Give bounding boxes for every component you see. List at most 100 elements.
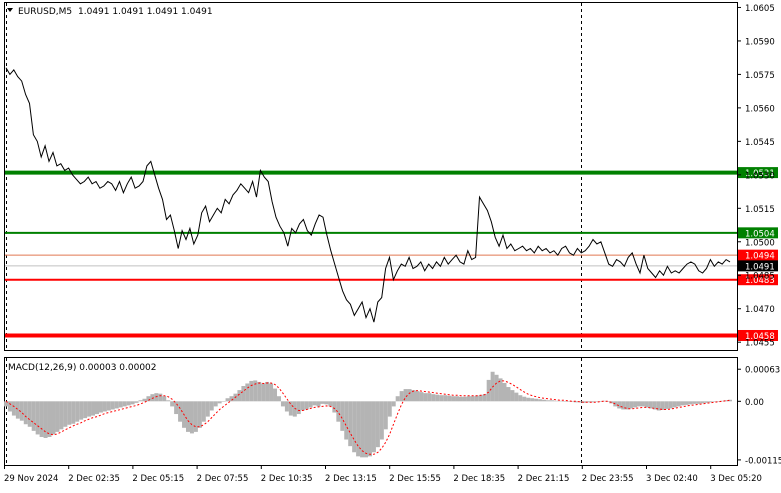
- price-tick-label: 1.0590: [745, 37, 775, 47]
- macd-histogram-bar: [482, 394, 487, 402]
- macd-histogram-bar: [304, 401, 309, 410]
- price-tick-label: 1.0470: [745, 305, 775, 315]
- level-label: 1.0531: [745, 169, 775, 179]
- axis-layer: 1.06051.05901.05751.05601.05451.05301.05…: [4, 4, 781, 484]
- macd-histogram-bar: [629, 401, 634, 409]
- macd-histogram-bar: [23, 401, 28, 425]
- macd-histogram-bar: [324, 401, 329, 405]
- macd-histogram-bar: [118, 401, 123, 408]
- macd-histogram-bar: [439, 395, 444, 402]
- macd-histogram-bar: [288, 401, 293, 416]
- macd-histogram-bar: [411, 390, 416, 402]
- macd-histogram-bar: [142, 398, 147, 402]
- macd-histogram-bar: [257, 381, 262, 402]
- macd-histogram-bar: [455, 396, 460, 402]
- macd-histogram-bar: [273, 388, 278, 402]
- macd-histogram-bar: [98, 401, 103, 413]
- macd-histogram-bar: [621, 401, 626, 410]
- macd-histogram-bar: [383, 401, 388, 430]
- price-tick-label: 1.0455: [745, 339, 775, 349]
- macd-histogram-bar: [19, 401, 24, 421]
- macd-histogram-bar: [245, 383, 250, 402]
- time-tick-label: 2 Dec 18:35: [453, 474, 505, 484]
- macd-histogram-bar: [55, 401, 60, 432]
- macd-histogram-bar: [447, 395, 452, 402]
- macd-histogram-bar: [617, 401, 622, 409]
- macd-histogram-bar: [419, 392, 424, 402]
- macd-tick-label: 0.00: [745, 398, 764, 408]
- macd-histogram-bar: [31, 401, 36, 431]
- ask-label-box: [738, 249, 778, 261]
- macd-histogram-bar: [312, 401, 317, 406]
- chevron-down-icon[interactable]: [7, 8, 13, 12]
- macd-histogram-bar: [435, 394, 440, 402]
- macd-histogram-bar: [340, 401, 345, 431]
- macd-histogram-bar: [296, 401, 301, 415]
- macd-histogram-bar: [688, 401, 693, 405]
- macd-histogram-bar: [466, 396, 471, 402]
- macd-histogram-bar: [344, 401, 349, 440]
- macd-histogram-bar: [538, 399, 543, 402]
- macd-histogram-bar: [486, 379, 491, 402]
- macd-histogram-bar: [27, 401, 32, 427]
- macd-histogram-bar: [696, 401, 701, 404]
- macd-title: MACD(12,26,9) 0.00003 0.00002: [8, 363, 157, 373]
- macd-histogram-bar: [320, 401, 325, 404]
- macd-histogram-bar: [431, 394, 436, 402]
- macd-histogram-bar: [676, 401, 681, 407]
- macd-histogram-bar: [716, 401, 721, 402]
- macd-histogram-bar: [261, 383, 266, 402]
- chart-header[interactable]: EURUSD,M5 1.0491 1.0491 1.0491 1.0491: [7, 7, 213, 17]
- macd-histogram-bar: [95, 401, 99, 415]
- macd-histogram-bar: [221, 401, 226, 402]
- macd-histogram-bar: [474, 395, 479, 402]
- time-tick-label: 2 Dec 13:15: [325, 474, 377, 484]
- price-tick-label: 1.0545: [745, 138, 775, 148]
- macd-histogram-bar: [728, 399, 732, 402]
- macd-histogram-bar: [637, 401, 641, 407]
- macd-histogram-bar: [229, 396, 234, 402]
- ask-label: 1.0494: [745, 252, 775, 262]
- macd-histogram-bar: [166, 400, 171, 402]
- macd-histogram-bar: [83, 401, 88, 419]
- macd-histogram-bar: [249, 380, 254, 402]
- macd-histogram-bar: [332, 401, 337, 413]
- macd-tick-label: -0.00115: [745, 456, 781, 466]
- macd-histogram-bar: [470, 396, 475, 402]
- macd-histogram-bar: [633, 401, 638, 408]
- macd-histogram-bar: [360, 401, 365, 458]
- macd-histogram-bar: [213, 401, 218, 407]
- macd-histogram-bar: [522, 396, 527, 402]
- macd-histogram-bar: [399, 391, 404, 402]
- macd-histogram-bar: [106, 401, 111, 411]
- macd-histogram-bar: [43, 401, 48, 438]
- macd-histogram-bar: [150, 394, 155, 402]
- price-tick-label: 1.0560: [745, 104, 775, 114]
- macd-histogram-bar: [154, 393, 159, 402]
- time-tick-label: 2 Dec 07:55: [197, 474, 249, 484]
- macd-histogram-bar: [387, 401, 392, 417]
- macd-histogram-bar: [225, 398, 230, 402]
- time-tick-label: 3 Dec 05:20: [710, 474, 762, 484]
- macd-histogram-bar: [692, 401, 697, 404]
- macd-histogram-bar: [348, 401, 353, 447]
- macd-histogram-bar: [174, 401, 179, 415]
- macd-histogram-bar: [478, 395, 483, 402]
- macd-histogram-bar: [63, 401, 68, 427]
- grid-layer: [6, 3, 582, 465]
- macd-histogram-bar: [364, 401, 369, 458]
- macd-histogram-bar: [443, 395, 448, 402]
- macd-panel-frame: [4, 357, 738, 466]
- macd-histogram-bar: [506, 387, 511, 402]
- macd-layer: [4, 371, 732, 458]
- macd-histogram-bar: [158, 393, 163, 402]
- macd-histogram-bar: [724, 400, 729, 402]
- macd-histogram-bar: [451, 396, 456, 402]
- macd-histogram-bar: [561, 401, 566, 402]
- macd-histogram-bar: [518, 395, 523, 402]
- macd-histogram-bar: [130, 401, 135, 405]
- macd-histogram-bar: [514, 392, 519, 402]
- level-label-box: [738, 167, 778, 179]
- macd-histogram-bar: [549, 400, 554, 402]
